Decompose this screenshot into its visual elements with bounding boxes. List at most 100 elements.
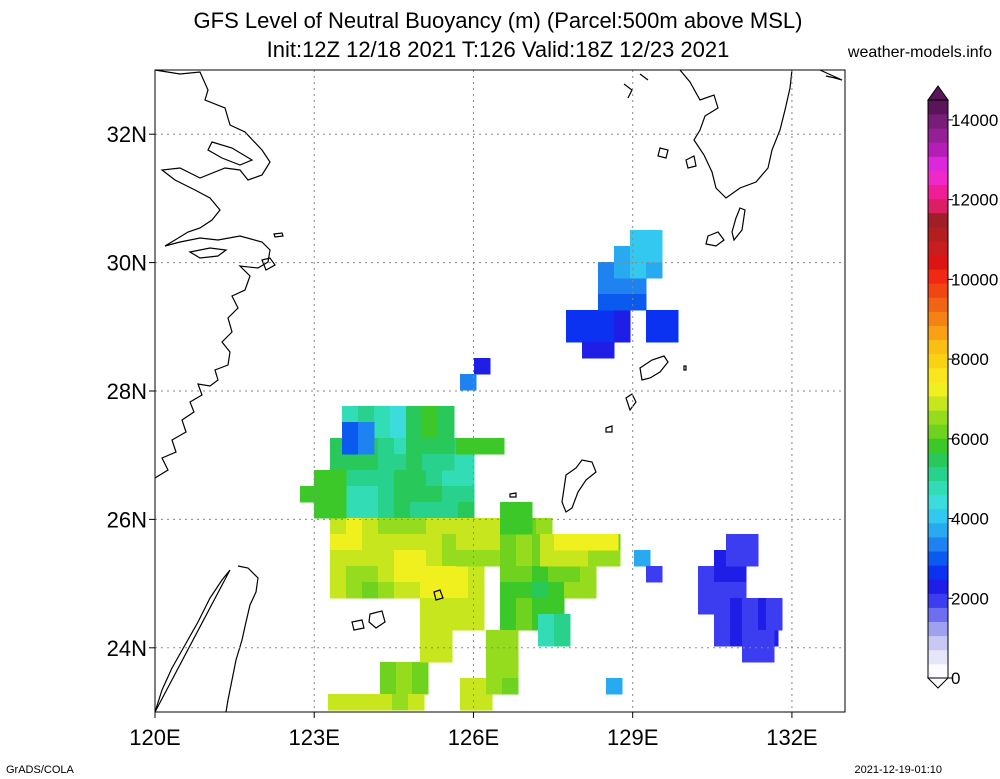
field-cell bbox=[758, 646, 775, 663]
field-cell bbox=[516, 550, 533, 567]
colorbar-label: 4000 bbox=[951, 510, 989, 529]
field-cell bbox=[442, 486, 459, 503]
colorbar-segment bbox=[928, 522, 948, 538]
kyushu-coast bbox=[679, 69, 843, 199]
field-cell bbox=[554, 630, 571, 647]
field-cell bbox=[456, 438, 473, 455]
field-cell bbox=[358, 406, 375, 423]
field-cell bbox=[472, 518, 489, 535]
field-cell bbox=[726, 550, 743, 567]
colorbar-segment bbox=[928, 367, 948, 383]
field-cell bbox=[342, 406, 359, 423]
colorbar-segment bbox=[928, 255, 948, 270]
field-cell bbox=[468, 566, 485, 583]
field-cell bbox=[742, 598, 759, 615]
field-cell bbox=[614, 246, 631, 263]
field-cell bbox=[730, 582, 747, 599]
field-cell bbox=[456, 550, 473, 567]
chart-title: GFS Level of Neutral Buoyancy (m) (Parce… bbox=[193, 8, 803, 33]
field-cell bbox=[516, 502, 533, 519]
field-cell bbox=[742, 646, 759, 663]
field-cell bbox=[500, 518, 517, 535]
field-cell bbox=[548, 598, 565, 615]
okinawa-coast bbox=[561, 459, 597, 513]
field-cell bbox=[580, 566, 597, 583]
field-cell bbox=[410, 486, 427, 503]
field-cell bbox=[472, 550, 489, 567]
field-cell bbox=[598, 294, 615, 311]
lon-tick-label: 132E bbox=[766, 725, 817, 750]
field-cell bbox=[634, 550, 651, 567]
field-cell bbox=[362, 566, 379, 583]
field-cell bbox=[422, 438, 439, 455]
colorbar-segment bbox=[928, 311, 948, 326]
colorbar-segment bbox=[928, 621, 948, 637]
field-cell bbox=[378, 454, 395, 471]
hangzhou-bay bbox=[188, 247, 228, 259]
field-cell bbox=[378, 566, 395, 583]
colorbar-segment bbox=[928, 410, 948, 425]
field-cell bbox=[376, 694, 393, 711]
field-cell bbox=[580, 582, 597, 599]
field-cell bbox=[342, 422, 359, 439]
field-cell bbox=[646, 310, 663, 327]
field-cell bbox=[346, 502, 363, 519]
colorbar-max-arrow bbox=[927, 85, 949, 101]
field-cell bbox=[390, 406, 407, 423]
colorbar-segment bbox=[928, 494, 948, 510]
field-cell bbox=[394, 534, 411, 551]
field-cell bbox=[500, 614, 517, 631]
field-cell bbox=[554, 614, 571, 631]
field-cell bbox=[420, 582, 437, 599]
site-label: weather-models.info bbox=[847, 44, 992, 61]
field-cell bbox=[396, 662, 413, 679]
field-cell bbox=[486, 662, 503, 679]
lon-tick-label: 129E bbox=[607, 725, 658, 750]
field-cell bbox=[532, 598, 549, 615]
field-cell bbox=[330, 470, 347, 487]
field-cell bbox=[500, 502, 517, 519]
field-cell bbox=[630, 230, 647, 247]
field-cell bbox=[742, 630, 759, 647]
field-cell bbox=[602, 534, 619, 551]
colorbar-label: 12000 bbox=[951, 191, 998, 210]
field-cell bbox=[406, 454, 423, 471]
field-cell bbox=[406, 438, 423, 455]
colorbar-segment bbox=[928, 283, 948, 298]
field-cell bbox=[766, 598, 783, 615]
field-cell bbox=[426, 502, 443, 519]
field-cell bbox=[742, 534, 759, 551]
field-cell bbox=[564, 582, 581, 599]
field-cell bbox=[516, 566, 533, 583]
field-cell bbox=[500, 582, 517, 599]
field-cell bbox=[362, 582, 379, 599]
field-cell bbox=[442, 550, 459, 567]
colorbar-label: 6000 bbox=[951, 430, 989, 449]
field-cell bbox=[426, 518, 443, 535]
field-cell bbox=[436, 630, 453, 647]
field-cell bbox=[614, 310, 631, 327]
field-cell bbox=[726, 534, 743, 551]
colorbar-segment bbox=[928, 466, 948, 482]
field-cell bbox=[442, 470, 459, 487]
field-cell bbox=[766, 614, 783, 631]
field-cell bbox=[374, 422, 391, 439]
field-cell bbox=[646, 262, 663, 279]
field-cell bbox=[346, 550, 363, 567]
field-cell bbox=[540, 534, 557, 551]
field-cell bbox=[406, 422, 423, 439]
colorbar-segment bbox=[928, 508, 948, 524]
field-cell bbox=[548, 582, 565, 599]
field-cell bbox=[472, 534, 489, 551]
field-cell bbox=[460, 374, 477, 391]
buoyancy-field bbox=[300, 230, 783, 711]
lat-tick-label: 28N bbox=[107, 379, 147, 404]
field-cell bbox=[730, 566, 747, 583]
field-cell bbox=[662, 326, 679, 343]
field-cell bbox=[378, 534, 395, 551]
field-cell bbox=[426, 486, 443, 503]
colorbar-segment bbox=[928, 452, 948, 467]
field-cell bbox=[452, 598, 469, 615]
field-cell bbox=[410, 550, 427, 567]
field-cell bbox=[630, 246, 647, 263]
